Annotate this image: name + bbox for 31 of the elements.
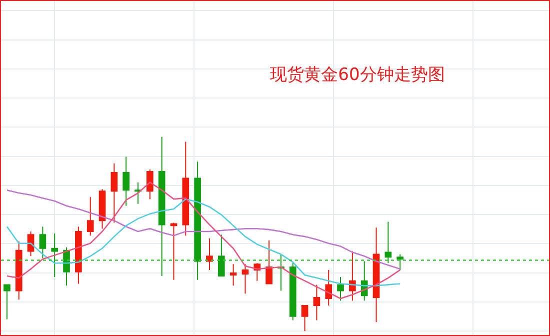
candlestick	[170, 222, 178, 280]
candlestick	[206, 238, 213, 270]
candlestick	[15, 240, 22, 300]
candlestick	[349, 250, 356, 302]
candlestick	[301, 304, 308, 332]
candlestick	[4, 284, 10, 320]
chart-title: 现货黄金60分钟走势图	[270, 64, 445, 85]
candlestick	[75, 226, 82, 284]
candlestick	[39, 226, 46, 259]
candlestick	[194, 161, 201, 280]
candlestick	[86, 196, 94, 236]
candlestick	[289, 262, 296, 321]
candlestick	[146, 169, 154, 200]
candlestick	[134, 182, 142, 204]
candlestick	[98, 188, 106, 230]
candlestick	[396, 254, 404, 270]
candlestick	[325, 269, 332, 306]
candlestick	[110, 163, 118, 224]
candlestick	[230, 264, 237, 286]
candlestick	[337, 276, 344, 302]
candlestick	[266, 240, 272, 284]
candlestick	[122, 156, 130, 206]
candlestick	[242, 264, 249, 294]
candlestick	[278, 254, 284, 292]
candlestick	[51, 232, 58, 278]
candlestick	[384, 221, 392, 264]
candlestick	[158, 136, 166, 276]
candlestick	[182, 141, 190, 236]
candlestick	[372, 227, 380, 323]
candlestick	[218, 234, 225, 276]
candlestick	[313, 284, 320, 321]
